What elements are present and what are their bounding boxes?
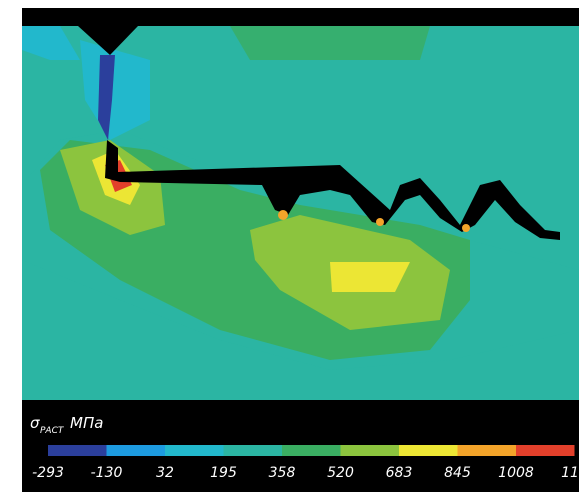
colorbar-label: 520 — [327, 465, 354, 481]
colorbar-label: 1008 — [498, 465, 534, 481]
colorbar-label: -293 — [32, 465, 64, 481]
colorbar-segment — [341, 445, 400, 456]
figure: σ РАСТ МПа -293 -130 32 195 358 520 683 845 1008… — [0, 0, 579, 492]
colorbar-label: 195 — [210, 465, 237, 481]
contour-field — [22, 26, 579, 400]
colorbar-label: 683 — [386, 465, 413, 481]
colorbar-segment — [282, 445, 341, 456]
legend-symbol: σ — [30, 414, 40, 432]
colorbar-segment — [458, 445, 517, 456]
colorbar-segment — [224, 445, 283, 456]
colorbar-segment — [48, 445, 107, 456]
colorbar-label: 117 — [561, 465, 579, 481]
colorbar-segment — [107, 445, 166, 456]
colorbar-segment — [516, 445, 575, 456]
colorbar-label: -130 — [91, 465, 123, 481]
colorbar-segment — [165, 445, 224, 456]
legend-unit: МПа — [70, 414, 103, 432]
colorbar-label: 845 — [444, 465, 471, 481]
colorbar-segment — [399, 445, 458, 456]
colorbar-label: 32 — [156, 465, 174, 481]
legend-subscript: РАСТ — [40, 426, 65, 436]
colorbar-label: 358 — [269, 465, 296, 481]
